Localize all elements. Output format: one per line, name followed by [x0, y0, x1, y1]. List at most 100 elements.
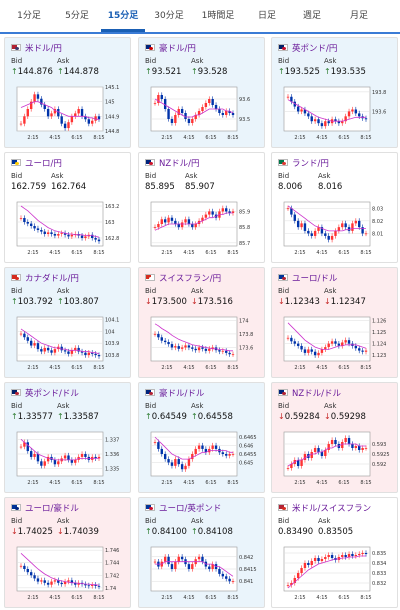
currency-card[interactable]: ユーロ/ドル Bid Ask ↓1.12343 ↓1.12347 1.126 1.125 1.… [271, 267, 398, 378]
currency-card[interactable]: 豪ドル/円 Bid Ask ↑93.521 ↑93.528 93.6 93.5 2:15 4:1… [138, 37, 265, 148]
mini-chart[interactable]: 1.337 1.336 1.335 2:15 4:15 6:15 8:15 [11, 430, 127, 490]
tab-1[interactable]: 5分足 [65, 11, 89, 21]
candle-body [67, 351, 70, 354]
candle-body [225, 350, 228, 353]
y-tick-label: 1.335 [105, 467, 119, 473]
currency-card[interactable]: カナダドル/円 Bid Ask ↑103.792 ↑103.807 104.1 104 103… [4, 267, 131, 378]
mini-chart[interactable]: 104.1 104 103.9 103.8 2:15 4:15 6:15 8:15 [11, 315, 127, 375]
currency-card[interactable]: ユーロ/円 Bid Ask 162.759 162.764 163.2 163 162.8 2:… [4, 152, 131, 263]
candle-body [327, 444, 330, 450]
candle-body [347, 438, 351, 444]
ask-label: Ask [191, 402, 204, 410]
pair-title[interactable]: カナダドル/円 [25, 274, 79, 284]
y-tick-label: 193.6 [372, 109, 386, 115]
currency-card[interactable]: ユーロ/英ポンド Bid Ask ↑0.84100 ↑0.84108 0.842 0.841… [138, 497, 265, 608]
candle-body [197, 347, 201, 351]
moving-average-line [154, 323, 233, 352]
candle-body [53, 580, 57, 582]
pair-title[interactable]: 英ポンド/円 [292, 44, 338, 54]
pair-title[interactable]: ユーロ/英ポンド [159, 504, 222, 514]
pair-title[interactable]: スイスフラン/円 [159, 274, 222, 284]
tab-5[interactable]: 日足 [257, 11, 276, 21]
moving-average-line [154, 436, 233, 460]
candle-body [197, 111, 201, 115]
pair-title[interactable]: 豪ドル/ドル [159, 389, 205, 399]
y-tick-label: 144.8 [105, 129, 119, 135]
currency-card[interactable]: NZドル/ドル Bid Ask ↓0.59284 ↓0.59298 0.593 0.5925… [271, 382, 398, 493]
flag-canton [12, 505, 17, 509]
candle-body [50, 113, 53, 117]
candle-body [60, 116, 63, 124]
tab-7[interactable]: 月足 [349, 11, 368, 21]
pair-title[interactable]: 米ドル/円 [25, 44, 62, 54]
currency-card[interactable]: 豪ドル/ドル Bid Ask ↑0.64549 ↑0.64558 0.6465 0.646 0… [138, 382, 265, 493]
flag-icon [278, 159, 288, 166]
pair-title[interactable]: 豪ドル/円 [159, 44, 196, 54]
candle-body [296, 220, 300, 228]
flag-canton [279, 45, 284, 49]
chart-frame [283, 546, 371, 592]
pair-title[interactable]: ユーロ/ドル [292, 274, 338, 284]
pair-title[interactable]: ランド/円 [292, 159, 329, 169]
mini-chart[interactable]: 1.126 1.125 1.124 1.123 2:15 4:15 6:15 8:15 [278, 315, 394, 375]
currency-card[interactable]: 米ドル/スイスフラン Bid Ask 0.83490 0.83505 0.835 0.834… [271, 497, 398, 608]
pair-title[interactable]: ユーロ/豪ドル [25, 504, 79, 514]
chart-frame [283, 316, 371, 362]
bid-label: Bid [11, 287, 23, 295]
mini-chart[interactable]: 145.1 145 144.9 144.8 2:15 4:15 6:15 8:15 [11, 85, 127, 145]
flag-emblem [149, 276, 153, 280]
x-tick-label: 2:15 [294, 365, 305, 371]
ask-value: ↑193.535 [324, 67, 366, 77]
currency-card[interactable]: 英ポンド/円 Bid Ask ↑193.525 ↑193.535 193.8 193.6 2:… [271, 37, 398, 148]
candle-body [293, 101, 296, 107]
mini-chart[interactable]: 0.835 0.834 0.833 0.832 2:15 4:15 6:15 8:15 [278, 545, 394, 605]
tab-0[interactable]: 1分足 [17, 11, 41, 21]
pair-title[interactable]: ユーロ/円 [25, 159, 62, 169]
x-tick-label: 2:15 [294, 135, 305, 141]
mini-chart[interactable]: 8.03 8.02 8.01 2:15 4:15 6:15 8:15 [278, 200, 394, 260]
ask-value: ↓173.516 [191, 297, 233, 307]
moving-average-line [287, 99, 366, 122]
x-tick-label: 4:15 [316, 365, 327, 371]
mini-chart[interactable]: 174 173.8 173.6 2:15 4:15 6:15 8:15 [145, 315, 261, 375]
mini-chart[interactable]: 85.9 85.8 85.7 2:15 4:15 6:15 8:15 [145, 200, 261, 260]
currency-card[interactable]: スイスフラン/円 Bid Ask ↓173.500 ↓173.516 174 173.8 17… [138, 267, 265, 378]
mini-chart[interactable]: 0.593 0.5925 0.592 2:15 4:15 6:15 8:15 [278, 430, 394, 490]
mini-chart[interactable]: 93.6 93.5 2:15 4:15 6:15 8:15 [145, 85, 261, 145]
candle-body [303, 223, 307, 231]
ask-value-text: 8.016 [318, 182, 343, 192]
chart-svg: 145.1 145 144.9 144.8 2:15 4:15 6:15 8:15 [16, 85, 119, 141]
mini-chart[interactable]: 163.2 163 162.8 2:15 4:15 6:15 8:15 [11, 200, 127, 260]
tab-3[interactable]: 30分足 [154, 11, 184, 21]
flag-emblem [15, 391, 19, 395]
pair-title[interactable]: 米ドル/スイスフラン [292, 504, 372, 514]
pair-title[interactable]: NZドル/円 [159, 159, 200, 169]
ask-label: Ask [318, 517, 331, 525]
candle-body [310, 116, 313, 122]
currency-card[interactable]: 英ポンド/ドル Bid Ask ↑1.33577 ↑1.33587 1.337 1.336 1… [4, 382, 131, 493]
pair-title[interactable]: NZドル/ドル [292, 389, 342, 399]
ask-value-text: 93.528 [197, 67, 228, 77]
currency-card[interactable]: 米ドル/円 Bid Ask ↑144.876 ↑144.878 145.1 145 144.9… [4, 37, 131, 148]
mini-chart[interactable]: 0.6465 0.646 0.6455 0.645 2:15 4:15 6:15 8:15 [145, 430, 261, 490]
tab-6[interactable]: 週足 [302, 11, 321, 21]
mini-chart[interactable]: 0.842 0.8415 0.841 2:15 4:15 6:15 8:15 [145, 545, 261, 605]
tab-2[interactable]: 15分足 [101, 0, 145, 32]
y-tick-label: 103.8 [105, 353, 119, 359]
flag-icon [145, 504, 155, 511]
mini-chart[interactable]: 1.746 1.744 1.742 1.74 2:15 4:15 6:15 8:15 [11, 545, 127, 605]
currency-card[interactable]: ユーロ/豪ドル Bid Ask ↓1.74025 ↓1.74039 1.746 1.744 1… [4, 497, 131, 608]
bid-label: Bid [145, 287, 157, 295]
candle-body [177, 459, 180, 465]
candle-body [97, 585, 101, 587]
y-tick-label: 104 [105, 329, 115, 335]
candle-body [180, 556, 184, 560]
currency-card[interactable]: NZドル/円 Bid Ask 85.895 85.907 85.9 85.8 85.7 2:15… [138, 152, 265, 263]
ask-value: 162.764 [51, 182, 86, 192]
mini-chart[interactable]: 193.8 193.6 2:15 4:15 6:15 8:15 [278, 85, 394, 145]
pair-title[interactable]: 英ポンド/ドル [25, 389, 79, 399]
candle-body [307, 230, 310, 234]
tab-4[interactable]: 1時間足 [201, 11, 235, 21]
candle-body [191, 224, 194, 228]
currency-card[interactable]: ランド/円 Bid Ask 8.006 8.016 8.03 8.02 8.01 2:15 4:1… [271, 152, 398, 263]
